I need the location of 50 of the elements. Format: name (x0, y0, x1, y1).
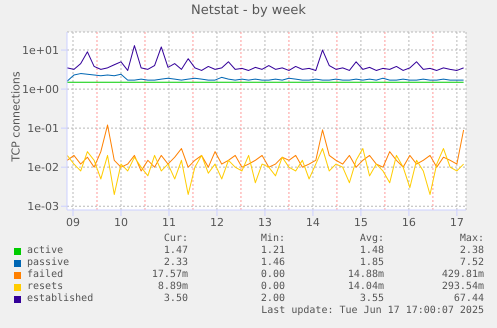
legend-label: passive (26, 257, 70, 269)
text: 1.48 (358, 245, 384, 257)
x-tick-label: 13 (258, 216, 272, 229)
text: 1.46 (260, 257, 285, 269)
legend-label: established (26, 293, 94, 305)
text: Avg: (358, 233, 384, 245)
line-series (67, 73, 464, 82)
x-tick-label: 10 (114, 216, 128, 229)
text: 14.88m (346, 269, 384, 281)
text: Cur: (162, 233, 188, 245)
legend-label: active (26, 245, 64, 257)
text: Last update: Tue Jun 17 17:00:07 2025 (260, 305, 484, 317)
text: 2.00 (260, 293, 285, 305)
y-tick-label: 1e-01 (27, 122, 59, 136)
text: 0.00 (260, 281, 285, 293)
x-tick-label: 16 (402, 216, 416, 229)
text: 429.81m (440, 269, 484, 281)
y-tick-label: 1e-02 (27, 161, 59, 174)
text: 1.47 (162, 245, 188, 257)
chart-title: Netstat - by week (190, 3, 307, 18)
text: 1.21 (260, 245, 285, 257)
text: 2.33 (162, 257, 188, 269)
text: 2.38 (458, 245, 484, 257)
x-tick-label: 11 (162, 216, 176, 229)
line-series (67, 124, 464, 172)
y-tick-label: 1e+00 (22, 83, 59, 96)
text: 7.52 (458, 257, 484, 269)
text: Max: (458, 233, 484, 245)
legend-label: failed (26, 269, 64, 281)
text: 17.57m (150, 269, 188, 281)
text: Min: (260, 233, 285, 245)
text: 0.00 (260, 269, 285, 281)
text: 3.55 (358, 293, 384, 305)
text: 3.50 (162, 293, 188, 305)
text: 293.54m (440, 281, 484, 293)
x-tick-label: 14 (306, 216, 320, 229)
line-series (67, 45, 464, 71)
x-tick-label: 09 (66, 216, 80, 229)
text: 67.44 (452, 293, 484, 305)
x-tick-label: 15 (354, 216, 368, 229)
legend-label: resets (26, 281, 64, 293)
text: 14.04m (346, 281, 384, 293)
y-axis-title: TCP connections (10, 70, 22, 164)
x-tick-label: 17 (450, 216, 464, 229)
y-tick-label: 1e+01 (22, 44, 59, 57)
x-tick-label: 12 (210, 216, 224, 229)
text: 1.85 (358, 257, 384, 269)
text: 8.89m (156, 281, 188, 293)
line-series (67, 148, 464, 195)
y-tick-label: 1e-03 (27, 200, 59, 214)
